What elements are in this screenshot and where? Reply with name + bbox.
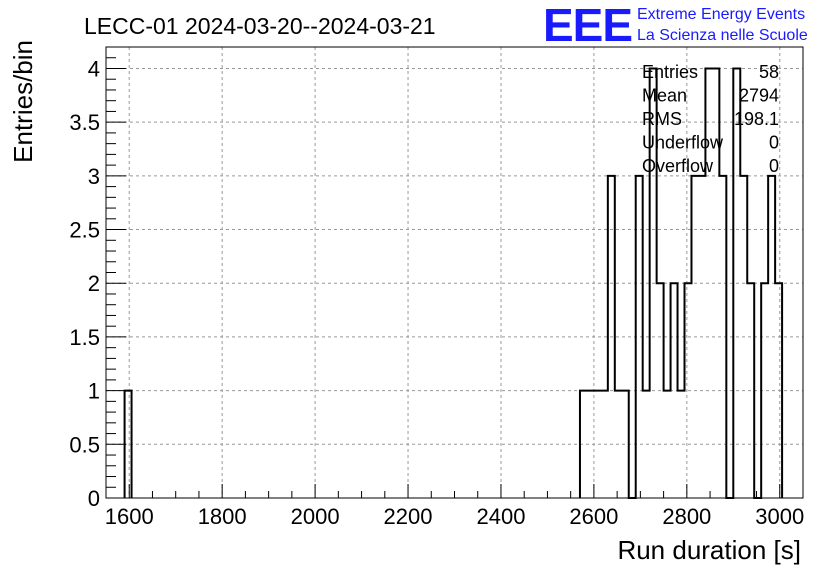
y-tick-label: 1.5: [69, 325, 100, 350]
eee-logo-line1: Extreme Energy Events: [637, 6, 805, 23]
x-tick-label: 3000: [755, 504, 804, 529]
y-tick-label: 2: [88, 271, 100, 296]
axis-ticks: [105, 57, 804, 499]
stats-value: 2794: [739, 86, 779, 106]
stats-label: RMS: [642, 109, 682, 129]
plot-frame: [105, 46, 804, 499]
y-axis-label: Entries/bin: [8, 40, 38, 163]
stats-label: Entries: [642, 62, 698, 82]
x-tick-label: 1800: [198, 504, 247, 529]
x-tick-label: 2000: [291, 504, 340, 529]
y-tick-label: 4: [88, 56, 100, 81]
y-tick-label: 0: [88, 486, 100, 511]
x-tick-label: 1600: [105, 504, 154, 529]
histogram-bin: [691, 176, 705, 498]
stats-value: 58: [759, 62, 779, 82]
y-tick-label: 3: [88, 164, 100, 189]
eee-logo-line2: La Scienza nelle Scuole: [637, 27, 808, 44]
chart-title: LECC-01 2024-03-20--2024-03-21: [84, 13, 436, 39]
x-axis-label: Run duration [s]: [617, 535, 801, 565]
y-tick-label: 3.5: [69, 110, 100, 135]
stats-value: 0: [769, 133, 779, 153]
stats-label: Mean: [642, 86, 687, 106]
y-tick-label: 0.5: [69, 432, 100, 457]
x-tick-label: 2400: [476, 504, 525, 529]
y-tick-label: 1: [88, 379, 100, 404]
grid: [106, 47, 803, 498]
x-tick-label: 2600: [569, 504, 618, 529]
stats-label: Overflow: [642, 156, 714, 176]
stats-label: Underflow: [642, 133, 724, 153]
stats-value: 198.1: [734, 109, 779, 129]
eee-logo: EEE Extreme Energy Events La Scienza nel…: [543, 0, 808, 51]
x-tick-label: 2200: [384, 504, 433, 529]
x-tick-label: 2800: [662, 504, 711, 529]
y-tick-label: 2.5: [69, 218, 100, 243]
stats-value: 0: [769, 156, 779, 176]
tick-labels: 1600 1800 2000 2200 2400 2600 2800 300000.511.5…: [69, 56, 804, 529]
stats-box: Entries 58 Mean 2794 RMS 198.1 Underflow 0 Overf…: [642, 62, 779, 176]
eee-logo-mark: EEE: [543, 0, 632, 51]
